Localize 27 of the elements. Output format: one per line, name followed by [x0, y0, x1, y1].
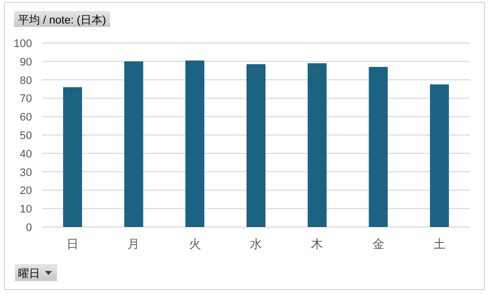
y-tick-label: 20	[20, 185, 32, 198]
y-tick-label: 100	[14, 38, 32, 50]
x-tick-label: 土	[433, 237, 446, 251]
x-tick-label: 月	[128, 237, 140, 251]
y-tick-label: 70	[20, 93, 32, 106]
bar	[124, 61, 144, 227]
x-tick-label: 金	[372, 237, 384, 251]
y-tick-label: 0	[26, 222, 32, 234]
y-tick-label: 90	[20, 56, 32, 68]
bar	[185, 60, 204, 227]
x-tick-label: 水	[250, 237, 262, 251]
bar	[246, 64, 266, 227]
x-axis-title: 曜日	[18, 268, 40, 280]
x-tick-label: 日	[66, 237, 79, 251]
y-tick-label: 30	[20, 166, 32, 179]
bar	[308, 63, 327, 227]
x-tick-label: 火	[188, 237, 201, 251]
bar	[368, 66, 388, 227]
bar	[63, 87, 82, 227]
x-tick-label: 木	[311, 237, 324, 251]
y-tick-label: 50	[20, 130, 32, 142]
chart-title: 平均 / note: (日本)	[18, 14, 106, 26]
y-tick-label: 80	[20, 74, 32, 87]
bar	[430, 84, 449, 227]
y-tick-label: 40	[20, 148, 32, 160]
y-tick-label: 10	[20, 204, 32, 216]
y-tick-label: 60	[20, 112, 32, 124]
